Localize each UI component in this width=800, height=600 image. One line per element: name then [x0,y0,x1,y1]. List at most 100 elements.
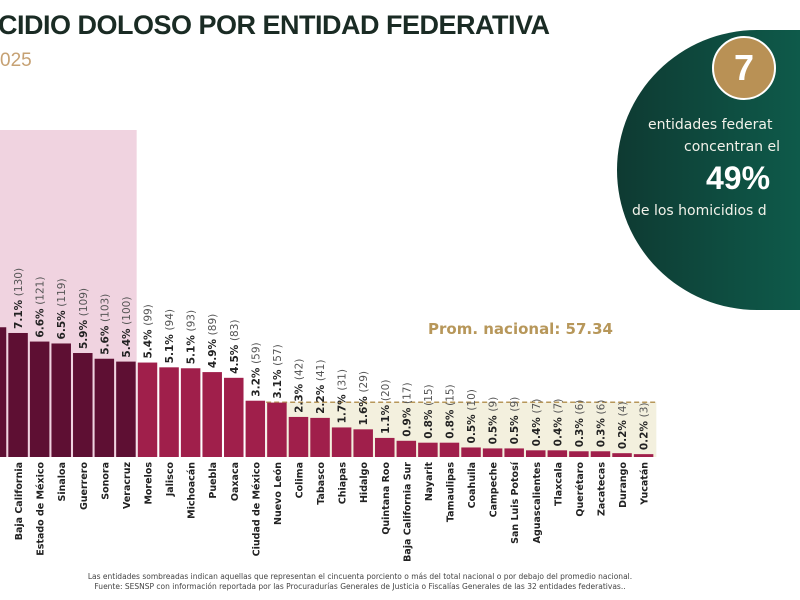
bar [590,451,611,457]
category-label: Puebla [208,462,219,499]
page-subtitle: 025 [0,50,32,71]
bar [116,361,136,457]
bar [180,368,201,457]
category-label: Colima [294,462,305,498]
category-label: Veracruz [122,462,133,509]
value-label: 0.2% (3) [639,402,651,450]
bar [29,341,50,457]
bar [224,377,244,457]
category-label: Coahuila [467,462,478,508]
value-label: 3.1% (57) [272,344,284,398]
category-label: Tlaxcala [553,462,564,506]
value-label: 0.4% (7) [531,399,543,447]
category-label: Campeche [489,462,500,517]
category-label: Nuevo León [273,462,284,525]
footnotes: Las entidades sombreadas indican aquella… [0,572,720,592]
category-label: Durango [618,462,629,508]
bar [73,353,93,457]
bar [547,450,568,457]
value-label: 1.6% (29) [358,371,370,425]
category-label: Querétaro [575,462,586,517]
bar [0,327,7,457]
value-label: 3.2% (59) [250,342,262,396]
bar [375,437,395,457]
category-label: Zacatecas [596,462,607,516]
category-label: Jalisco [165,462,176,498]
callout-line3: de los homicidios d [632,203,767,219]
value-label: 5.4% (100) [121,297,133,358]
bar [202,372,222,457]
bar [612,453,632,457]
value-label: 7.1% (130) [13,268,25,329]
category-label: Tabasco [316,462,327,505]
value-label: 5.1% (94) [164,309,176,363]
bar [633,454,654,457]
bar [569,451,589,457]
category-label: Guerrero [79,462,90,511]
value-label: 0.2% (4) [617,402,629,450]
bar [288,416,309,457]
footnote-shading: Las entidades sombreadas indican aquella… [87,572,633,581]
category-label: Tamaulipas [445,462,456,522]
callout-line2: concentran el [684,139,780,155]
category-label: Ciudad de México [251,462,262,557]
value-label: 2.3% (42) [293,359,305,413]
bar [526,450,546,457]
category-label: Yucatán [640,462,651,506]
bar [8,332,28,457]
category-label: Nayarit [424,462,435,502]
category-label: Baja California [14,462,25,540]
bar [504,448,524,457]
value-label: 0.9% (17) [401,382,413,436]
bar [396,440,417,457]
category-label: Chiapas [338,462,349,505]
value-label: 0.8% (15) [423,384,435,438]
value-label: 5.6% (103) [99,294,111,355]
value-label: 6.6% (121) [35,277,47,338]
value-label: 0.4% (7) [552,399,564,447]
callout-number-badge: 7 [712,36,776,100]
value-label: 0.5% (9) [509,397,521,445]
category-label: Estado de México [36,462,47,556]
category-label: Hidalgo [359,462,370,503]
category-label: San Luis Potosí [510,461,521,544]
category-label: Michoacán [187,462,198,519]
below-average-shade [266,402,657,457]
category-label: Sonora [100,462,111,500]
bar [267,402,287,457]
callout-percent: 49% [706,160,771,196]
value-label: 5.4% (99) [142,304,154,358]
callout-line1: entidades federat [648,117,773,133]
footnote-source: Fuente: SESNSP con información reportada… [94,582,626,591]
value-label: 1.1% (20) [380,380,392,434]
value-label: 5.1% (93) [186,310,198,364]
value-label: 5.9% (109) [78,288,90,349]
value-label: 2.2% (41) [315,360,327,414]
bar [137,362,158,457]
value-label: 0.3% (6) [574,400,586,448]
value-label: 4.9% (89) [207,314,219,368]
category-label: Oaxaca [230,462,241,501]
value-label: 6.5% (119) [56,278,68,339]
value-label: 1.7% (31) [337,369,349,423]
value-label: 0.3% (6) [595,400,607,448]
bar [245,400,266,457]
average-label: Prom. nacional: 57.34 [428,320,613,338]
value-label: 0.5% (9) [488,397,500,445]
bar [51,343,71,457]
category-label: Aguascalientes [532,462,543,544]
bar [94,358,115,457]
bar [331,427,352,457]
category-label: Quintana Roo [381,462,392,535]
bar [310,417,330,457]
bar [418,442,438,457]
value-label: 4.5% (83) [229,319,241,373]
value-label: 0.5% (10) [466,389,478,443]
value-label: 0.8% (15) [444,384,456,438]
bar [482,448,503,457]
category-label: Sinaloa [57,462,68,501]
bar [159,367,179,457]
category-label: Morelos [143,462,154,505]
page-title: CIDIO DOLOSO POR ENTIDAD FEDERATIVA [0,10,550,40]
